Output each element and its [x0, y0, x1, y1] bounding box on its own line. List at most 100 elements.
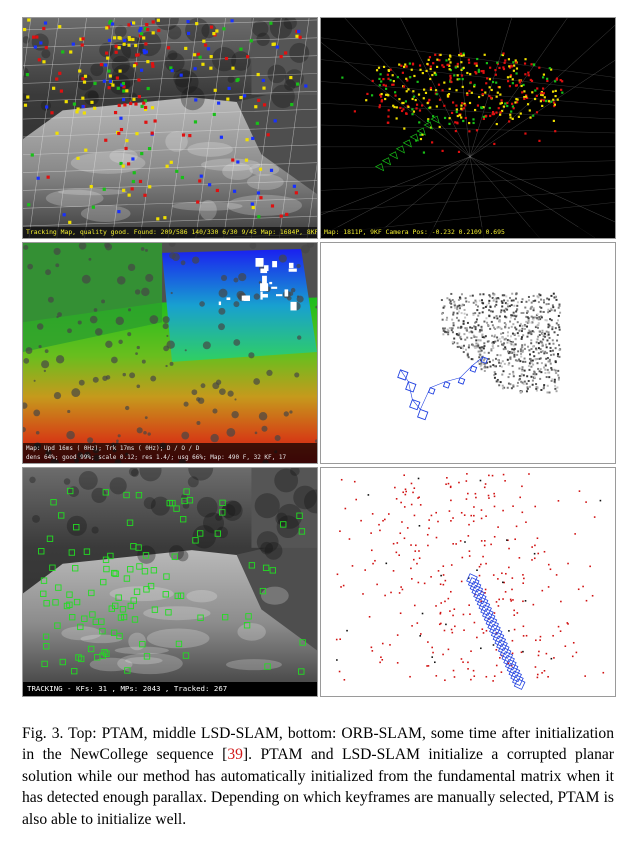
- pointcloud-point: [542, 387, 545, 390]
- keyframe-frustum: [513, 678, 526, 690]
- tracked-feature: [105, 51, 109, 55]
- pointcloud-point: [475, 346, 478, 349]
- map-point: [521, 91, 524, 94]
- pointcloud-point: [542, 386, 545, 389]
- pointcloud-point: [557, 376, 560, 379]
- map-point: [555, 78, 558, 81]
- pointcloud-point: [510, 314, 513, 317]
- tracked-feature: [117, 46, 121, 50]
- tracked-feature: [108, 21, 112, 25]
- pointcloud-point: [548, 324, 551, 327]
- missing-depth-hole: [162, 316, 170, 324]
- missing-depth-hole: [297, 335, 302, 340]
- map-point: [405, 90, 408, 93]
- missing-depth-hole: [254, 431, 258, 435]
- map-point: [474, 108, 477, 112]
- map-point: [379, 529, 381, 532]
- keyframe-frustum: [510, 670, 522, 683]
- tracked-feature: [209, 25, 214, 29]
- keyframe-frustum: [457, 377, 466, 385]
- map-point: [546, 77, 549, 80]
- map-point: [468, 89, 471, 93]
- missing-depth-hole: [44, 349, 49, 354]
- map-point: [428, 98, 431, 102]
- map-point: [476, 636, 478, 639]
- map-point: [381, 642, 384, 645]
- pointcloud-point: [557, 374, 560, 377]
- tracked-feature: [69, 50, 73, 54]
- pointcloud-point: [492, 340, 495, 343]
- keyframe-frustum: [489, 623, 501, 636]
- tracked-feature-box: [112, 570, 119, 577]
- tracked-feature: [201, 62, 205, 66]
- pointcloud-point: [532, 330, 535, 333]
- tracked-feature-box: [66, 591, 73, 598]
- map-point: [551, 90, 555, 93]
- saturated-pixel: [264, 265, 269, 271]
- pointcloud-point: [538, 330, 541, 333]
- missing-depth-hole: [191, 256, 200, 264]
- map-point: [499, 102, 502, 105]
- map-point: [431, 656, 434, 658]
- pointcloud-point: [555, 390, 558, 393]
- tracked-feature: [236, 77, 240, 82]
- pointcloud-point: [551, 328, 554, 331]
- tracked-feature-box: [126, 519, 134, 526]
- map-point: [515, 97, 518, 101]
- pointcloud-point: [458, 307, 461, 310]
- tracked-feature: [119, 161, 123, 166]
- pointcloud-point: [451, 299, 454, 301]
- tracked-feature: [195, 22, 199, 26]
- map-point: [401, 71, 404, 74]
- map-point: [443, 81, 446, 84]
- pointcloud-point: [465, 329, 468, 332]
- pointcloud-point: [441, 312, 444, 315]
- map-point: [509, 598, 512, 601]
- depth-far-region: [162, 248, 317, 362]
- pointcloud-point: [514, 343, 517, 346]
- pointcloud-point: [497, 380, 500, 383]
- map-point: [408, 62, 411, 65]
- map-point: [442, 565, 445, 567]
- tracked-feature: [143, 99, 147, 103]
- map-grid-line: [321, 102, 615, 120]
- map-point: [489, 66, 492, 69]
- map-point: [399, 106, 402, 109]
- tracked-feature: [71, 42, 75, 46]
- map-point: [468, 121, 471, 125]
- keyframe-frustum: [469, 581, 482, 593]
- map-point: [534, 97, 537, 101]
- pointcloud-point: [535, 383, 538, 386]
- map-grid-line: [321, 160, 615, 169]
- tracked-feature: [106, 56, 110, 60]
- map-point: [396, 662, 399, 664]
- pointcloud-point: [525, 315, 528, 318]
- pointcloud-point: [532, 316, 535, 319]
- map-grid-line: [344, 18, 471, 157]
- pointcloud-point: [493, 365, 496, 368]
- missing-depth-hole: [115, 316, 124, 326]
- map-grid-line: [469, 156, 485, 238]
- map-point: [477, 68, 480, 71]
- pointcloud-point: [557, 369, 560, 372]
- pointcloud-point: [492, 347, 495, 350]
- map-point: [413, 487, 416, 489]
- map-point: [556, 98, 559, 101]
- keyframe-frustum: [405, 381, 417, 393]
- tracked-feature: [90, 100, 94, 104]
- foliage-blob: [231, 51, 251, 71]
- tracked-feature-box: [111, 569, 118, 577]
- map-point: [429, 106, 432, 109]
- saturated-pixel: [271, 286, 278, 289]
- tracked-feature: [212, 112, 216, 117]
- map-point: [454, 66, 457, 69]
- keyframe-frustum: [469, 365, 478, 373]
- map-point: [450, 111, 454, 115]
- pointcloud-point: [547, 360, 550, 363]
- map-grid-line: [321, 156, 471, 237]
- map-grid-line: [469, 156, 615, 223]
- citation-link[interactable]: 39: [227, 746, 243, 764]
- missing-depth-hole: [220, 274, 228, 282]
- map-point: [450, 520, 452, 522]
- tracked-feature: [258, 167, 263, 171]
